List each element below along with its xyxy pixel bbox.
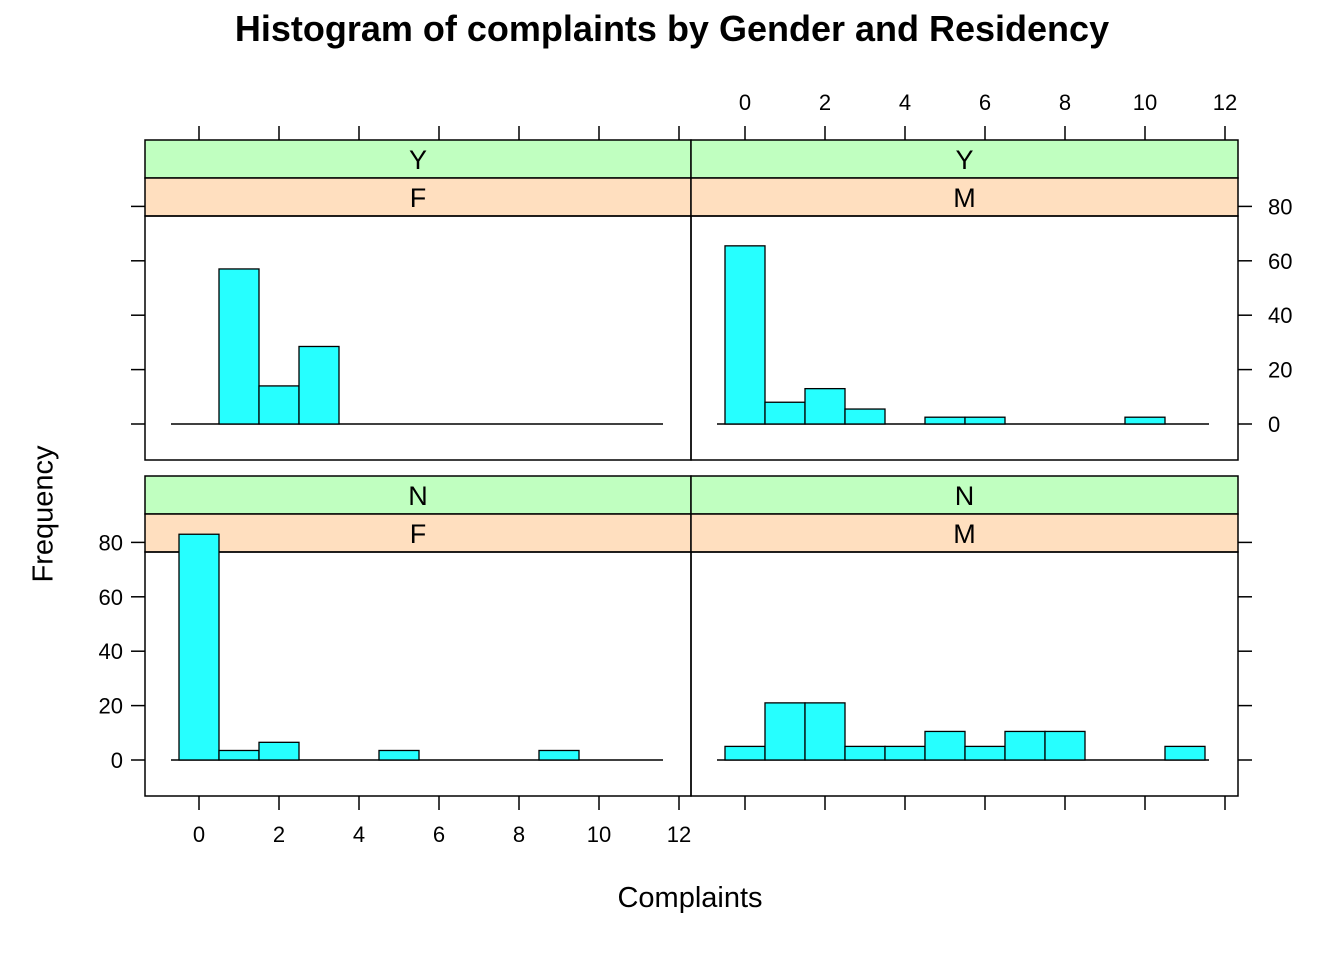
- histogram-bar: [1124, 416, 1166, 425]
- histogram-bar: [844, 408, 886, 425]
- histogram-bar: [538, 749, 580, 761]
- histogram-bar: [924, 416, 966, 425]
- histogram-bar: [964, 416, 1006, 425]
- x-tick-label-bottom: 0: [193, 822, 205, 847]
- strip-gender-label: M: [953, 183, 976, 213]
- histogram-bar: [218, 749, 260, 761]
- histogram-bar: [218, 268, 260, 425]
- histogram-bar: [804, 387, 846, 425]
- y-tick-label-right: 60: [1268, 249, 1292, 274]
- y-tick-label-right: 20: [1268, 358, 1292, 383]
- histogram-bar: [884, 745, 926, 761]
- strip-gender-label: F: [410, 519, 427, 549]
- y-tick-label-right: 80: [1268, 194, 1292, 219]
- y-tick-label-left: 20: [99, 694, 123, 719]
- x-tick-label-top: 2: [819, 90, 831, 115]
- x-tick-label-top: 4: [899, 90, 911, 115]
- histogram-bar: [964, 745, 1006, 761]
- strip-residency-n-f: [144, 475, 692, 515]
- strip-residency-y-m: [690, 139, 1239, 179]
- strip-residency-n-m: [690, 475, 1239, 515]
- strip-gender-label: F: [410, 183, 427, 213]
- x-tick-label-bottom: 10: [587, 822, 611, 847]
- strip-gender-label: M: [953, 519, 976, 549]
- x-tick-label-top: 10: [1133, 90, 1157, 115]
- histogram-bar: [258, 385, 300, 425]
- x-tick-label-bottom: 8: [513, 822, 525, 847]
- histogram-bar: [1004, 730, 1046, 761]
- y-tick-label-left: 40: [99, 639, 123, 664]
- strip-gender-n-m: [690, 513, 1239, 553]
- strip-residency-label: Y: [409, 145, 427, 175]
- histogram-bar: [924, 730, 966, 761]
- histogram-bar: [1164, 745, 1206, 761]
- y-tick-label-left: 0: [111, 748, 123, 773]
- x-tick-label-bottom: 4: [353, 822, 365, 847]
- strip-gender-y-m: [690, 177, 1239, 217]
- histogram-bar: [724, 745, 766, 761]
- y-tick-label-right: 40: [1268, 303, 1292, 328]
- chart-title: Histogram of complaints by Gender and Re…: [234, 8, 1110, 49]
- histogram-bar: [804, 702, 846, 761]
- x-tick-label-top: 12: [1213, 90, 1237, 115]
- histogram-bar: [298, 345, 340, 425]
- strip-residency-label: N: [408, 481, 428, 511]
- x-tick-label-top: 0: [739, 90, 751, 115]
- y-tick-label-left: 60: [99, 585, 123, 610]
- strip-residency-label: Y: [955, 145, 973, 175]
- x-tick-label-top: 6: [979, 90, 991, 115]
- x-tick-label-bottom: 12: [667, 822, 691, 847]
- panel-y-m: [690, 215, 1239, 461]
- y-tick-label-right: 0: [1268, 412, 1280, 437]
- histogram-bar: [844, 745, 886, 761]
- y-tick-label-left: 80: [99, 530, 123, 555]
- histogram-bar: [764, 401, 806, 425]
- x-tick-label-top: 8: [1059, 90, 1071, 115]
- histogram-bar: [378, 749, 420, 761]
- x-axis-label: Complaints: [617, 882, 763, 914]
- histogram-bar: [724, 245, 766, 425]
- histogram-bar: [764, 702, 806, 761]
- x-tick-label-bottom: 6: [433, 822, 445, 847]
- histogram-bar: [178, 533, 220, 761]
- histogram-bar: [258, 741, 300, 761]
- histogram-bar: [1044, 730, 1086, 761]
- panel-n-m: [690, 551, 1239, 797]
- strip-residency-label: N: [955, 481, 975, 511]
- x-tick-label-bottom: 2: [273, 822, 285, 847]
